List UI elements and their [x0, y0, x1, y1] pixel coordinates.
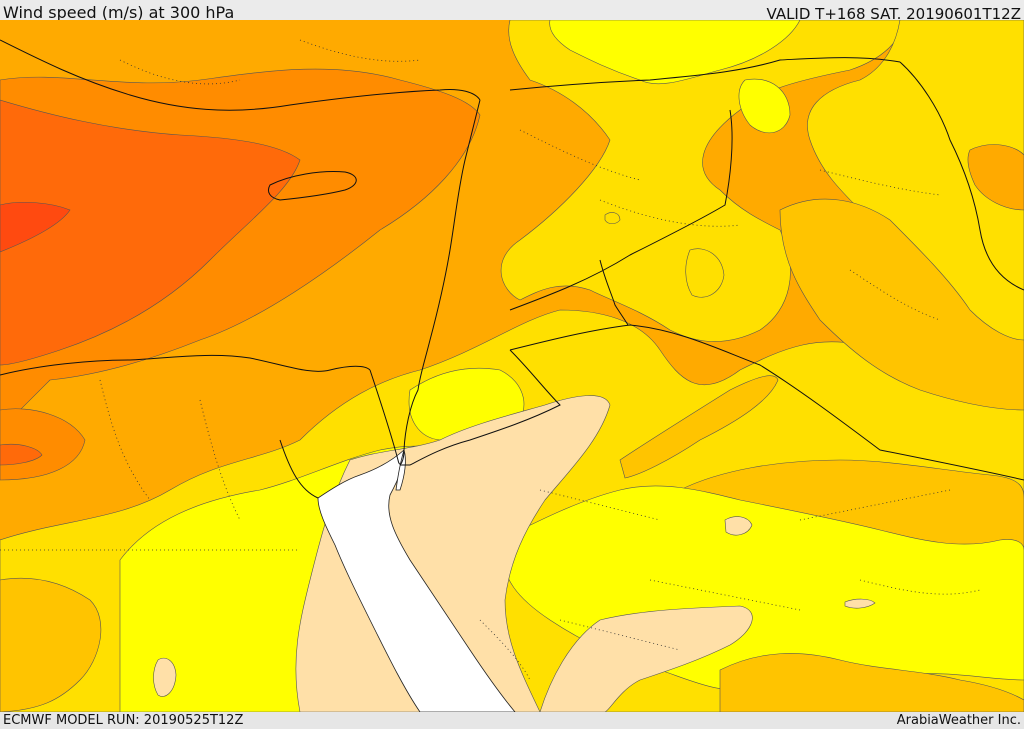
footer-bar: ECMWF MODEL RUN: 20190525T12Z ArabiaWeat… — [0, 712, 1024, 729]
contour-lightest-se — [539, 605, 753, 712]
lake-iraq — [685, 248, 725, 298]
wind-speed-map — [0, 20, 1024, 712]
coastline-cyprus — [267, 171, 357, 201]
credit-label: ArabiaWeather Inc. — [896, 713, 1021, 728]
contour-lighter-north2 — [738, 78, 791, 134]
contour-moderate-south — [719, 653, 1024, 712]
contour-lighter-north — [549, 20, 801, 85]
contour-stronger — [0, 99, 301, 366]
coastline-sinai — [369, 369, 405, 465]
contour-moderate-sw — [0, 577, 102, 712]
lake-assad — [604, 212, 621, 225]
border-lines — [279, 57, 1024, 499]
contour-stronger-left — [0, 443, 43, 466]
contour-lightest-small3 — [153, 657, 177, 697]
map-title: Wind speed (m/s) at 300 hPa — [3, 3, 235, 22]
map-canvas — [0, 20, 1024, 712]
dotted-boundaries — [0, 39, 981, 681]
contour-moderate-east — [619, 375, 779, 479]
contour-strong-east — [967, 144, 1024, 211]
model-run-label: ECMWF MODEL RUN: 20190525T12Z — [3, 713, 244, 728]
red-sea — [317, 449, 516, 712]
header-bar: Wind speed (m/s) at 300 hPa VALID T+168 … — [0, 0, 1024, 23]
contour-lightest-small1 — [724, 516, 753, 536]
contour-strongest — [0, 201, 71, 253]
contour-lightest-small2 — [844, 598, 876, 609]
valid-time: VALID T+168 SAT. 20190601T12Z — [766, 5, 1021, 23]
coastline-turkey — [0, 39, 481, 111]
coastline-levant — [403, 99, 481, 451]
coastline-africa — [0, 354, 371, 376]
